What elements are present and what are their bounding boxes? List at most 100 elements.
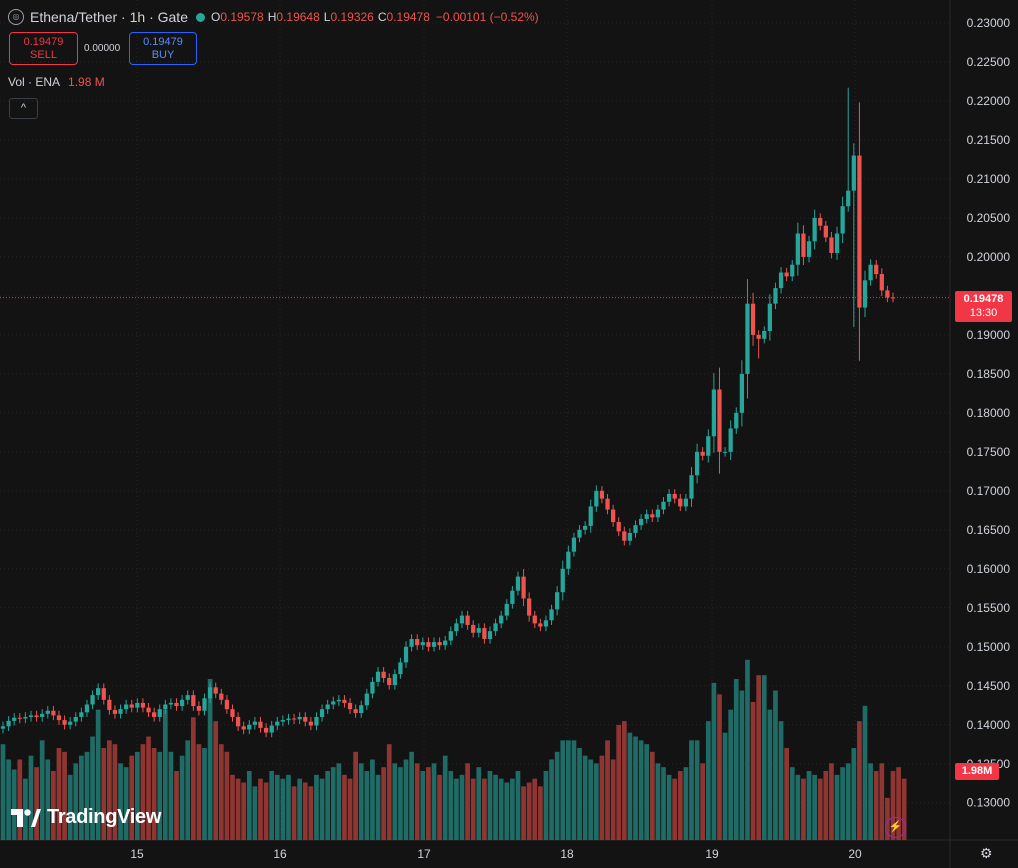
- volume-legend-value: 1.98 M: [68, 75, 105, 89]
- volume-bar: [717, 694, 722, 840]
- candle-body: [874, 264, 879, 275]
- volume-bar: [330, 767, 336, 840]
- sell-button[interactable]: 0.19479 SELL: [9, 32, 78, 65]
- volume-bar: [549, 759, 554, 840]
- candle-body: [750, 303, 756, 335]
- candle-body: [493, 623, 498, 632]
- candle-body: [661, 501, 666, 510]
- collapse-legend-button[interactable]: ^: [9, 98, 38, 119]
- candle-body: [829, 237, 834, 254]
- y-tick-label: 0.13000: [967, 796, 1011, 810]
- sell-price: 0.19479: [23, 35, 64, 48]
- volume-bar: [263, 782, 269, 840]
- volume-bar: [459, 774, 465, 840]
- candle-body: [762, 330, 767, 339]
- volume-bar: [202, 748, 207, 840]
- market-status-icon[interactable]: [195, 12, 205, 22]
- y-tick-label: 0.18500: [967, 367, 1011, 381]
- candle-body: [409, 638, 414, 647]
- candle-body: [252, 721, 258, 725]
- candle-body: [778, 272, 784, 289]
- buy-button[interactable]: 0.19479 BUY: [129, 32, 197, 65]
- volume-bar: [409, 751, 414, 840]
- volume-bar: [482, 778, 487, 840]
- volume-bar: [465, 763, 470, 840]
- candle-body: [213, 687, 218, 694]
- volume-bar: [45, 759, 51, 840]
- tradingview-wordmark: TradingView: [47, 806, 162, 828]
- buy-label: BUY: [151, 48, 175, 61]
- candle-body: [555, 592, 560, 610]
- volume-bar: [358, 763, 364, 840]
- volume-bar: [515, 771, 521, 840]
- volume-bar: [868, 763, 873, 840]
- candle-body: [605, 498, 610, 510]
- candle-body: [101, 688, 106, 700]
- candle-body: [291, 718, 297, 720]
- volume-bar: [498, 778, 504, 840]
- ohlc-close-value: 0.19478: [386, 10, 430, 24]
- volume-bar: [873, 771, 879, 840]
- candle-body: [666, 493, 672, 502]
- lightning-icon[interactable]: ⚡: [885, 817, 906, 838]
- volume-bar: [6, 759, 11, 840]
- volume-legend-label[interactable]: Vol · ENA: [8, 75, 61, 89]
- gear-icon[interactable]: ⚙: [980, 845, 993, 861]
- x-tick-label: 20: [848, 847, 862, 861]
- volume-bar: [162, 709, 168, 840]
- volume-bar: [381, 767, 386, 840]
- volume-bar: [694, 740, 700, 840]
- volume-bar: [711, 682, 717, 840]
- volume-bar: [157, 751, 163, 840]
- candle-body: [454, 623, 459, 632]
- candle-body: [588, 506, 593, 526]
- candle-body: [73, 716, 78, 722]
- candle-body: [890, 297, 896, 299]
- volume-bar: [95, 709, 101, 840]
- candle-body: [62, 720, 67, 725]
- x-tick-label: 15: [130, 847, 144, 861]
- y-tick-label: 0.22500: [967, 55, 1011, 69]
- candle-body: [862, 280, 868, 308]
- candle-body: [163, 704, 168, 710]
- candle-body: [885, 290, 890, 298]
- volume-bar: [616, 725, 622, 840]
- y-tick-label: 0.18000: [967, 406, 1011, 420]
- candle-body: [633, 525, 638, 533]
- y-tick-label: 0.17000: [967, 484, 1011, 498]
- volume-bar: [118, 763, 123, 840]
- volume-bar: [554, 751, 560, 840]
- volume-bar: [901, 778, 907, 840]
- candle-body: [784, 272, 789, 277]
- volume-bar: [526, 782, 532, 840]
- y-tick-label: 0.22000: [967, 94, 1011, 108]
- candle-body: [263, 727, 269, 733]
- candle-body: [823, 225, 828, 238]
- volume-bar: [812, 774, 817, 840]
- candle-body: [12, 717, 17, 721]
- candle-body: [398, 662, 403, 675]
- candle-body: [224, 699, 230, 710]
- candle-body: [638, 518, 644, 526]
- volume-bar: [834, 774, 840, 840]
- volume-bar: [230, 774, 235, 840]
- volume-bar: [213, 721, 219, 840]
- volume-bar: [364, 771, 370, 840]
- candle-body: [79, 712, 84, 717]
- candle-body: [532, 615, 537, 624]
- tradingview-logo[interactable]: TradingView: [11, 806, 161, 829]
- candle-body: [431, 642, 437, 647]
- volume-bar: [879, 763, 885, 840]
- volume-bar: [823, 771, 829, 840]
- volume-bar: [280, 778, 286, 840]
- candle-body: [487, 631, 493, 639]
- chart-title[interactable]: Ethena/Tether · 1h · Gate: [30, 9, 188, 25]
- volume-bar: [756, 675, 762, 840]
- y-tick-label: 0.20000: [967, 250, 1011, 264]
- y-tick-label: 0.21000: [967, 172, 1011, 186]
- volume-bar: [414, 763, 420, 840]
- candle-body: [297, 716, 302, 720]
- candle-body: [56, 715, 62, 721]
- volume-bar: [56, 748, 62, 840]
